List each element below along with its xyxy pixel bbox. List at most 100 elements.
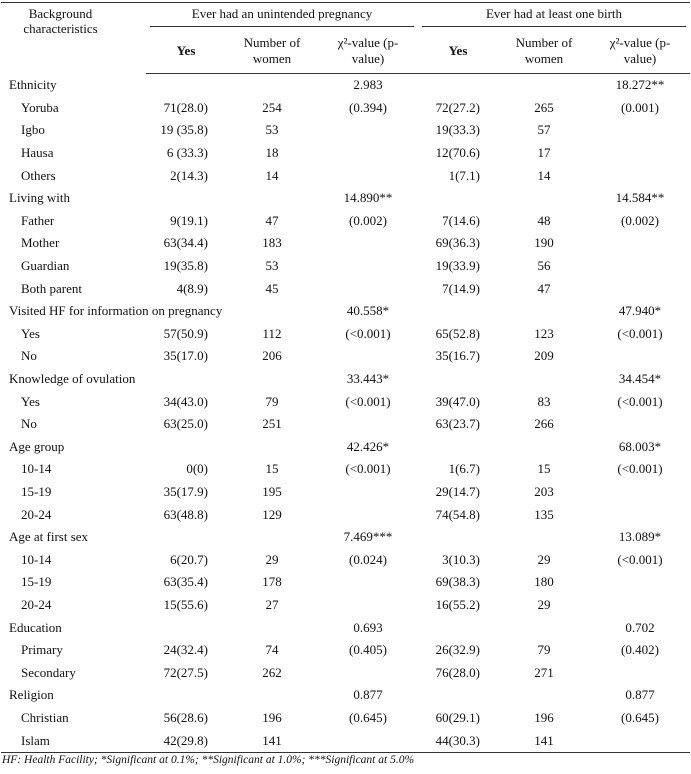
table-cell: (<0.001) <box>617 325 663 341</box>
data-row: No 63(25.0) 251 63(23.7) 266 <box>1 413 690 436</box>
table-cell: 27 <box>265 596 279 612</box>
data-row: Father 9(19.1) 47 (0.002) 7(14.6) 48 (0.002) <box>1 210 690 233</box>
table-cell: (0.645) <box>349 709 387 725</box>
table-cell: 35(17.0) <box>163 348 208 364</box>
section-label: Age at first sex <box>9 529 89 545</box>
header-cell: Number of women <box>498 29 590 74</box>
data-row: 15-19 35(17.9) 195 29(14.7) 203 <box>1 481 690 504</box>
table-cell: 209 <box>534 348 554 364</box>
table-cell: (0.002) <box>621 212 659 228</box>
data-row: Both parent 4(8.9) 45 7(14.9) 47 <box>1 277 690 300</box>
table-cell: (0.405) <box>349 642 387 658</box>
table-cell: 63(34.4) <box>163 235 208 251</box>
data-row: 20-24 63(48.8) 129 74(54.8) 135 <box>1 503 690 526</box>
table-cell: 72(27.5) <box>163 664 208 680</box>
group-header: Ever had an unintended pregnancy <box>146 2 418 29</box>
data-row: 20-24 15(55.6) 27 16(55.2) 29 <box>1 594 690 617</box>
table-cell: 35(16.7) <box>435 348 480 364</box>
table-cell: 183 <box>262 235 282 251</box>
table-cell: 68.003* <box>618 438 662 454</box>
data-row: Secondary 72(27.5) 262 76(28.0) 271 <box>1 661 690 684</box>
table-cell: (0.002) <box>349 212 387 228</box>
table-cell: (<0.001) <box>345 325 391 341</box>
table-cell: 10-14 <box>21 551 52 567</box>
header-cell: Yes <box>146 29 226 74</box>
section-row: Age at first sex 7.469*** 13.089* <box>1 526 690 549</box>
header-cell: Yes <box>418 29 498 74</box>
table-cell: 262 <box>262 664 282 680</box>
table-cell: 18 <box>265 145 279 161</box>
table-cell: 7.469*** <box>343 529 393 545</box>
table-cell: 15-19 <box>21 483 52 499</box>
table-cell: 69(38.3) <box>435 574 480 590</box>
table-cell: 14 <box>537 167 551 183</box>
table-cell: 15 <box>265 461 279 477</box>
table-cell <box>498 526 590 549</box>
table-cell: 79 <box>537 642 551 658</box>
table-cell: 34.454* <box>618 371 662 387</box>
table-cell: 14.890** <box>343 190 393 206</box>
table-cell: 39(47.0) <box>435 393 480 409</box>
section-row: Ethnicity 2.983 18.272** <box>1 74 690 97</box>
table-cell: 7(14.6) <box>442 212 480 228</box>
table-cell <box>498 187 590 210</box>
section-label: Knowledge of ovulation <box>9 371 136 387</box>
table-cell: 57 <box>537 122 551 138</box>
table-cell <box>318 594 418 617</box>
table-cell: 26(32.9) <box>435 642 480 658</box>
table-body: Ethnicity 2.983 18.272** Yoruba 71(28.0) 254 (… <box>1 74 690 753</box>
table-cell: 2(14.3) <box>170 167 208 183</box>
data-row: 10-14 6(20.7) 29 (0.024) 3(10.3) 29 (<0.001) <box>1 548 690 571</box>
table-cell: 0.877 <box>353 687 383 703</box>
section-row: Living with 14.890** 14.584** <box>1 187 690 210</box>
table-cell: 60(29.1) <box>435 709 480 725</box>
table-cell: 271 <box>534 664 554 680</box>
table-cell: 2.983 <box>353 77 383 93</box>
table-cell <box>590 277 690 300</box>
table-cell <box>498 74 590 97</box>
table-cell <box>418 616 498 639</box>
table-cell: 56(28.6) <box>163 709 208 725</box>
table-cell: 7(14.9) <box>442 280 480 296</box>
table-cell: 40.558* <box>346 303 390 319</box>
table-cell: 48 <box>537 212 551 228</box>
table-cell: 29 <box>265 551 279 567</box>
table-cell: 3(10.3) <box>442 551 480 567</box>
table-cell: 53 <box>265 122 279 138</box>
table-cell: Christian <box>21 709 69 725</box>
data-row: Hausa 6 (33.3) 18 12(70.6) 17 <box>1 142 690 165</box>
table-cell <box>318 413 418 436</box>
table-cell: 15 <box>537 461 551 477</box>
table-cell: (0.645) <box>621 709 659 725</box>
data-row: Yes 57(50.9) 112 (<0.001) 65(52.8) 123 (<0.001… <box>1 323 690 346</box>
table-cell: (<0.001) <box>345 461 391 477</box>
table-cell: 33.443* <box>346 371 390 387</box>
table-cell: 196 <box>262 709 282 725</box>
table-cell: 76(28.0) <box>435 664 480 680</box>
table-cell: 53 <box>265 258 279 274</box>
table-cell: 135 <box>534 506 554 522</box>
table-cell <box>318 503 418 526</box>
table-cell: 79 <box>265 393 279 409</box>
data-row: Igbo 19 (35.8) 53 19(33.3) 57 <box>1 119 690 142</box>
section-row: Education 0.693 0.702 <box>1 616 690 639</box>
table-cell <box>418 436 498 459</box>
data-row: No 35(17.0) 206 35(16.7) 209 <box>1 345 690 368</box>
table-cell: 63(35.4) <box>163 574 208 590</box>
table-cell <box>590 164 690 187</box>
table-cell <box>590 142 690 165</box>
table-cell: 17 <box>537 145 551 161</box>
table-cell: Islam <box>1 729 146 753</box>
table-cell <box>418 74 498 97</box>
data-row: Others 2(14.3) 14 1(7.1) 14 <box>1 164 690 187</box>
table-cell: 206 <box>262 348 282 364</box>
table-cell: 123 <box>534 325 554 341</box>
table-cell: 13.089* <box>618 529 662 545</box>
table-cell: 6(20.7) <box>170 551 208 567</box>
table-cell <box>418 368 498 391</box>
data-row: Primary 24(32.4) 74 (0.405) 26(32.9) 79 (0.402… <box>1 639 690 662</box>
table-cell <box>590 661 690 684</box>
table-cell: 10-14 <box>21 461 52 477</box>
table-cell: 29 <box>537 551 551 567</box>
